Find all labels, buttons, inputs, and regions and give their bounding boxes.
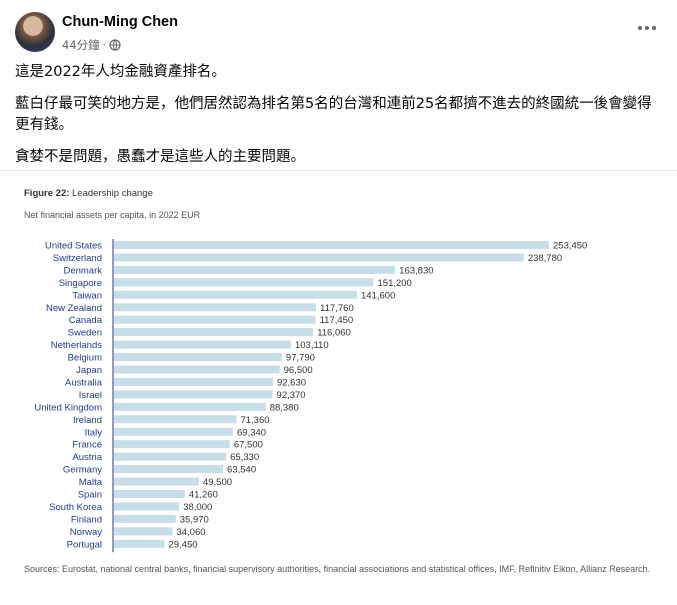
category-label: Switzerland [53,253,102,264]
more-dot-icon [638,26,642,30]
value-label: 49,500 [203,477,232,488]
post-timestamp[interactable]: 44分鐘 [62,38,100,52]
value-label: 151,200 [378,278,412,289]
value-label: 71,360 [240,415,269,426]
more-options-button[interactable] [632,16,662,40]
category-label: Ireland [73,415,102,426]
category-label: United States [45,241,102,252]
post-paragraph: 藍白仔最可笑的地方是，他們居然認為排名第5名的台灣和連前25名都擠不進去的終國統… [15,96,652,133]
bar [114,390,273,399]
value-label: 67,500 [234,440,263,451]
value-label: 92,630 [277,377,306,388]
value-label: 97,790 [286,353,315,364]
avatar[interactable] [15,12,55,52]
value-label: 88,380 [270,402,299,413]
category-label: Malta [79,477,103,488]
bar [114,452,227,461]
bar [114,328,314,337]
value-label: 116,060 [317,328,351,339]
value-label: 117,450 [320,315,354,326]
category-label: Austria [72,452,102,463]
value-label: 92,370 [277,390,306,401]
bar [114,514,176,523]
chart-subtitle: Net financial assets per capita, in 2022… [24,210,201,220]
bar-chart: United States 253,450 Switzerland 238,780 De… [34,239,587,553]
bar [114,340,291,349]
bar [114,477,199,486]
category-label: Denmark [63,265,102,276]
post-meta: 44分鐘 · [62,37,121,53]
chart-figure-number: Figure 22: [24,188,70,199]
globe-icon[interactable] [109,39,121,51]
bar [114,365,280,374]
value-label: 163,830 [399,265,433,276]
category-label: Belgium [68,353,102,364]
category-label: Canada [69,315,103,326]
category-label: Sweden [68,328,102,339]
bar [114,353,282,362]
post-paragraph: 貪婪不是問題，愚蠢才是這些人的主要問題。 [15,149,305,165]
value-label: 69,340 [237,427,266,438]
value-label: 29,450 [169,539,198,550]
bar [114,527,173,536]
bar [114,265,396,274]
value-label: 117,760 [320,303,354,314]
author-name[interactable]: Chun-Ming Chen [62,14,178,30]
category-label: Singapore [59,278,102,289]
value-label: 65,330 [230,452,259,463]
bar [114,402,266,411]
chart-title-text: Leadership change [72,188,153,199]
value-label: 238,780 [528,253,562,264]
value-label: 41,260 [189,490,218,501]
post-body: 這是2022年人均金融資產排名。 藍白仔最可笑的地方是，他們居然認為排名第5名的… [15,62,660,179]
category-label: Netherlands [51,340,102,351]
more-dot-icon [652,26,656,30]
bar [114,253,524,262]
more-dot-icon [645,26,649,30]
bar [114,539,165,548]
category-label: South Korea [49,502,103,513]
value-label: 38,000 [183,502,212,513]
category-label: Italy [85,427,103,438]
bar [114,440,230,449]
bar [114,315,316,324]
category-label: Australia [65,377,103,388]
chart-image[interactable]: United States 253,450 Switzerland 238,780 De… [0,170,677,605]
category-label: Japan [76,365,102,376]
bar [114,465,224,474]
category-label: United Kingdom [34,402,102,413]
value-label: 96,500 [284,365,313,376]
category-label: Finland [71,514,102,525]
bar [114,427,234,436]
value-label: 34,060 [176,527,205,538]
meta-separator: · [102,39,106,51]
value-label: 103,110 [295,340,329,351]
post-header: Chun-Ming Chen 44分鐘 · [15,12,662,56]
category-label: Portugal [67,539,102,550]
bar [114,415,237,424]
bar [114,377,273,386]
bar [114,490,185,498]
bar [114,502,180,511]
category-label: France [72,440,102,451]
post-paragraph: 這是2022年人均金融資產排名。 [15,64,226,80]
category-label: Norway [70,527,102,538]
bar [114,278,374,287]
bar [114,241,549,249]
category-label: New Zealand [46,303,102,314]
category-label: Germany [63,465,102,476]
bar [114,290,358,299]
chart-source: Sources: Eurostat, national central bank… [24,564,651,574]
chart-title: Figure 22: Leadership change [24,188,153,199]
category-label: Spain [78,490,102,501]
category-label: Israel [79,390,102,401]
category-label: Taiwan [72,290,102,301]
value-label: 141,600 [361,290,395,301]
value-label: 35,970 [180,514,209,525]
bar [114,303,317,312]
value-label: 253,450 [553,241,587,252]
value-label: 63,540 [227,465,256,476]
